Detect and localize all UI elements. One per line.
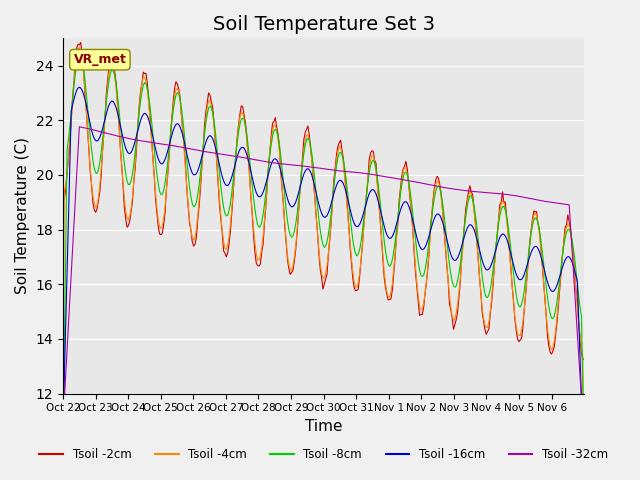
Legend: Tsoil -2cm, Tsoil -4cm, Tsoil -8cm, Tsoil -16cm, Tsoil -32cm: Tsoil -2cm, Tsoil -4cm, Tsoil -8cm, Tsoi… bbox=[35, 444, 612, 466]
Text: VR_met: VR_met bbox=[74, 53, 126, 66]
Y-axis label: Soil Temperature (C): Soil Temperature (C) bbox=[15, 137, 30, 294]
Title: Soil Temperature Set 3: Soil Temperature Set 3 bbox=[212, 15, 435, 34]
X-axis label: Time: Time bbox=[305, 419, 342, 434]
